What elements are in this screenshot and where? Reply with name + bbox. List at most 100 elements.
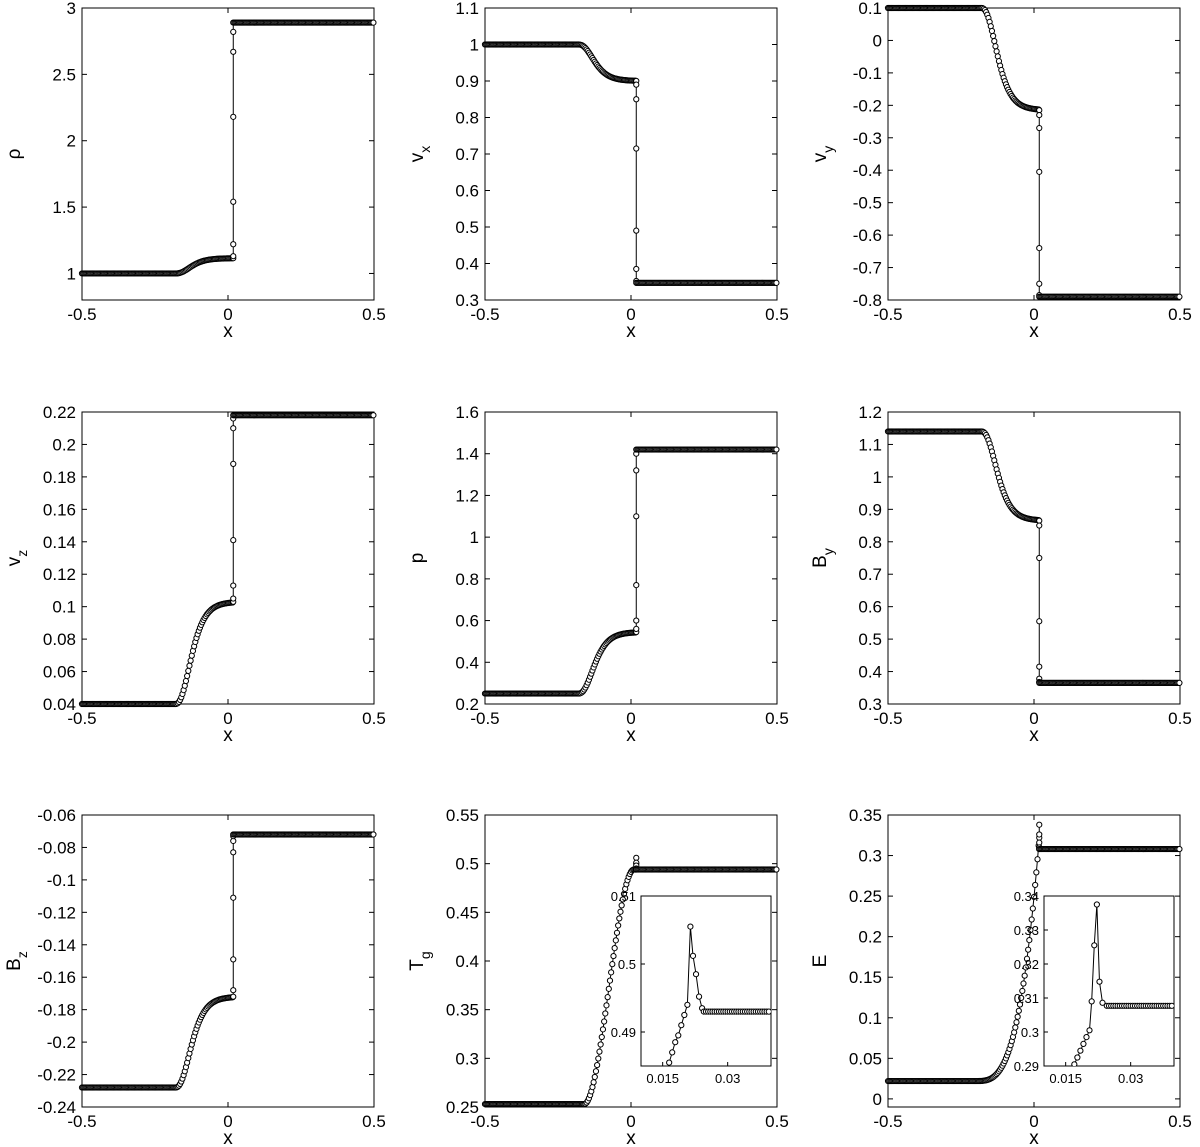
data-point: [633, 513, 640, 520]
data-point: [1036, 663, 1043, 670]
data-point: [1025, 946, 1032, 953]
data-point: [597, 1041, 604, 1048]
x-tick-label: 0.5: [362, 709, 386, 728]
data-point: [1176, 679, 1183, 687]
y-tick-label: -0.06: [37, 806, 76, 825]
inset-point: [1093, 901, 1100, 908]
data-point: [602, 1010, 609, 1017]
panel-rho: -0.5 0 0.5 1 1.5 2 2.5 3 x ρ: [4, 0, 386, 342]
y-tick-label: -0.6: [853, 226, 882, 245]
inset-y-tick-label: 0.33: [1014, 923, 1039, 938]
data-point: [633, 582, 640, 589]
data-point: [592, 1068, 600, 1075]
data-point: [633, 265, 640, 273]
y-tick-label: 0.4: [858, 663, 882, 682]
y-tick-label: 0.08: [43, 630, 76, 649]
x-tick-label: -0.5: [470, 709, 499, 728]
y-tick-label: 0.18: [43, 468, 76, 487]
y-tick-label: 0.35: [446, 1001, 479, 1020]
y-tick-label: -0.2: [853, 96, 882, 115]
y-tick-label: -0.3: [853, 129, 882, 148]
x-tick-label: -0.5: [470, 305, 499, 324]
data-point: [617, 908, 624, 915]
data-point: [1176, 293, 1183, 300]
y-tick-label: 0.12: [43, 565, 76, 584]
y-tick-label: -0.5: [853, 194, 882, 213]
data-point: [1028, 916, 1035, 923]
axes-frame: [81, 814, 375, 1108]
x-tick-label: 0.5: [765, 709, 789, 728]
y-tick-label: 0.4: [455, 255, 479, 274]
data-point: [230, 894, 237, 901]
y-tick-label: 0.5: [455, 855, 479, 874]
data-point: [230, 198, 237, 205]
inset-point: [1088, 998, 1095, 1005]
y-tick-label: 0: [873, 1090, 882, 1109]
x-tick-label: 0.5: [765, 305, 789, 324]
y-axis-label: vz: [4, 550, 30, 567]
x-axis-label: x: [223, 1128, 233, 1147]
y-tick-label: 2: [67, 132, 76, 151]
data-point: [230, 582, 237, 589]
panel-Tg: -0.5 0 0.50.250.30.350.40.450.50.55xTg0.01…: [407, 806, 789, 1147]
inset-point: [1086, 1027, 1093, 1034]
inset-point: [1080, 1040, 1087, 1048]
data-point: [1036, 821, 1043, 828]
series-line: [82, 833, 374, 1089]
axes-frame: [887, 7, 1181, 301]
y-tick-label: 3: [67, 0, 76, 18]
data-point: [773, 446, 780, 453]
inset-point: [678, 1022, 685, 1029]
x-axis-label: x: [1029, 725, 1039, 746]
data-point: [185, 667, 192, 675]
inset-x-tick-label: 0.03: [1118, 1071, 1143, 1086]
panel-vx: -0.5 0 0.5 0.3 0.4 0.5 0.6 0.7 0.8 0.9 1 1.1 x vx: [407, 0, 789, 342]
x-tick-label: 0.5: [362, 1112, 386, 1131]
inset-y-tick-label: 0.31: [1014, 991, 1039, 1006]
inset-point: [1168, 1002, 1174, 1009]
y-tick-label: -0.16: [37, 968, 76, 987]
data-point: [609, 961, 616, 968]
inset-point: [1083, 1034, 1090, 1041]
series-line: [485, 449, 777, 695]
data-point: [1011, 1029, 1018, 1036]
data-point: [1020, 980, 1027, 987]
y-tick-label: 0.1: [858, 0, 882, 18]
axes-frame: [81, 411, 375, 705]
inset-point: [695, 993, 703, 1000]
data-point: [1033, 869, 1040, 876]
y-tick-label: 0.22: [43, 403, 76, 422]
data-point: [612, 937, 619, 944]
data-point: [608, 969, 615, 976]
y-tick-label: 0.06: [43, 663, 76, 682]
inset-y-tick-label: 0.49: [611, 1025, 636, 1040]
y-tick-label: 0.3: [858, 847, 882, 866]
y-tick-label: 1.5: [52, 198, 76, 217]
y-tick-label: 0.6: [455, 612, 479, 631]
y-tick-label: 0.4: [455, 952, 479, 971]
y-tick-label: 1: [67, 264, 76, 283]
series-markers: [78, 19, 377, 277]
data-point: [1036, 522, 1043, 529]
data-point: [773, 279, 780, 286]
inset-point: [681, 1011, 688, 1019]
inset-Tg: 0.015 0.03 0.49 0.5 0.51: [611, 889, 772, 1086]
series-markers: [884, 4, 1183, 300]
x-axis-label: x: [223, 725, 233, 746]
y-tick-label: -0.22: [37, 1066, 76, 1085]
data-point: [1021, 972, 1028, 979]
x-tick-label: -0.5: [67, 305, 96, 324]
y-tick-label: 1: [470, 528, 479, 547]
data-point: [230, 537, 237, 544]
y-tick-label: 0.4: [455, 653, 479, 672]
data-point: [230, 48, 237, 55]
inset-point: [1074, 1054, 1081, 1061]
y-tick-label: 0.2: [455, 695, 479, 714]
y-tick-label: 0.04: [43, 695, 76, 714]
series-line: [888, 7, 1180, 298]
panel-Bz: -0.5 0 0.5-0.24-0.22-0.2-0.18-0.16-0.14-0.…: [4, 806, 386, 1147]
data-point: [1015, 1007, 1022, 1014]
data-point: [633, 227, 640, 234]
y-tick-label: 0.2: [52, 435, 76, 454]
